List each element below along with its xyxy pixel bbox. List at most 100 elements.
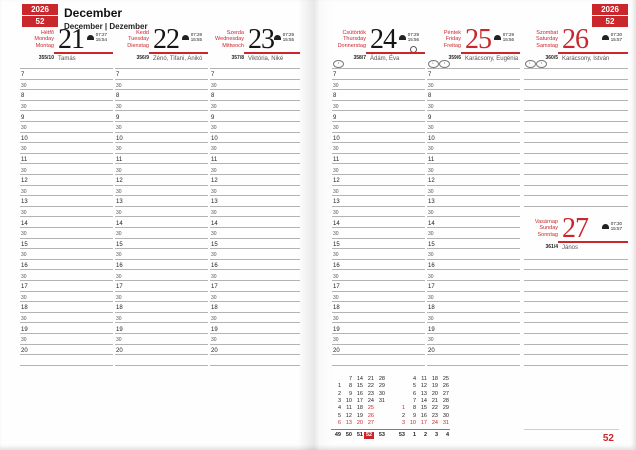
mini-calendar-date: 27 [442, 390, 449, 397]
holiday-moon-icon: ☾ [525, 60, 536, 68]
schedule-line [524, 258, 628, 260]
hour-label: 7 [211, 72, 215, 79]
schedule-line [115, 269, 208, 271]
day-names: Vasárnap Sunday Sonntag [524, 219, 558, 238]
half-hour-label: 30 [428, 167, 434, 174]
schedule-line [427, 99, 520, 101]
hour-label: 13 [21, 199, 28, 206]
half-hour-label: 30 [211, 231, 217, 238]
day-name: Hétfő [40, 30, 54, 36]
hour-label: 19 [211, 326, 218, 333]
schedule-line [524, 311, 628, 313]
schedule-line [332, 184, 425, 186]
day-name: Péntek [443, 30, 461, 36]
schedule-line [115, 131, 208, 133]
day-header: Szerda Wednesday Mittwoch 23 07:29 15:55 357/8… [210, 25, 300, 66]
mini-calendar: 7 14 21 28 1 8 15 22 29 2 9 16 23 30 3 10 17 24 31 4 11 18 25 5… [331, 376, 453, 442]
day-name: Kedd [136, 30, 149, 36]
day-names: Kedd Tuesday Dienstag [115, 30, 149, 49]
header-underline [366, 52, 425, 54]
day-names: Hétfő Monday Montag [20, 30, 54, 49]
schedule-line [524, 89, 628, 91]
hour-label: 17 [428, 284, 435, 291]
hour-label: 20 [21, 347, 28, 354]
schedule-line [115, 364, 208, 366]
schedule-line [210, 121, 300, 122]
hour-label: 7 [428, 72, 432, 79]
sunrise-time: 07:29 [282, 32, 294, 37]
schedule-line [20, 68, 113, 69]
schedule-line [210, 301, 300, 303]
schedule-line [332, 322, 425, 324]
half-hour-label: 30 [428, 103, 434, 110]
sun-times: 07:29 15:56 [398, 32, 419, 42]
schedule-line [427, 216, 520, 218]
mini-calendar-date: 7 [348, 376, 352, 382]
half-hour-label: 30 [21, 125, 27, 132]
day-names: Szerda Wednesday Mittwoch [210, 30, 244, 49]
half-hour-label: 30 [333, 188, 339, 195]
mini-calendar-date: 6 [412, 390, 416, 397]
half-hour-label: 30 [333, 294, 339, 301]
schedule-line [524, 290, 628, 292]
schedule-line [427, 343, 520, 345]
half-hour-label: 30 [428, 294, 434, 301]
mini-calendar-date: 19 [356, 412, 363, 419]
sunrise-sunset-icon [86, 35, 94, 39]
schedule-line [115, 216, 208, 218]
hour-label: 15 [333, 241, 340, 248]
schedule-line [524, 301, 628, 303]
hour-label: 9 [428, 114, 432, 121]
sun-times-values: 07:27 15:54 [96, 32, 107, 42]
mini-calendar-date: 1 [337, 383, 341, 390]
hour-label: 11 [21, 156, 28, 163]
hour-label: 8 [333, 93, 337, 100]
mini-calendar-date: 11 [346, 405, 352, 412]
hour-label: 18 [211, 305, 218, 312]
schedule-line [20, 78, 113, 80]
schedule-line [427, 301, 520, 303]
day-of-year: 358/7 [353, 55, 366, 61]
mini-calendar-date: 31 [378, 397, 385, 404]
half-hour-label: 30 [211, 103, 217, 110]
footer-line [524, 429, 619, 430]
schedule-line [210, 269, 300, 271]
hour-label: 8 [428, 93, 432, 100]
schedule-line [115, 110, 208, 112]
hour-label: 8 [116, 93, 120, 100]
mini-calendar-date: 8 [412, 405, 416, 412]
schedule-line [210, 142, 300, 144]
half-hour-label: 30 [428, 82, 434, 89]
schedule-line [210, 333, 300, 334]
schedule-line [210, 152, 300, 154]
hour-label: 14 [333, 220, 340, 227]
schedule-line [524, 354, 628, 356]
half-hour-label: 30 [21, 188, 27, 195]
day-name: Csütörtök [342, 30, 366, 36]
schedule-line [332, 110, 425, 112]
day-name: Sunday [539, 225, 558, 232]
week-number: 50 [345, 432, 352, 438]
schedule-line [332, 89, 425, 91]
day-names: Csütörtök Thursday Donnerstag [332, 30, 366, 49]
day-column: Kedd Tuesday Dienstag 22 07:28 15:55 356/9 Zénó… [115, 25, 208, 376]
schedule-line [427, 248, 520, 250]
mini-calendar-date: 21 [367, 376, 374, 382]
hour-label: 10 [21, 135, 28, 142]
sunrise-sunset-icon [273, 35, 281, 39]
sun-times-values: 07:30 15:57 [611, 32, 622, 42]
schedule-line [427, 333, 520, 334]
mini-calendar-date: 18 [431, 376, 438, 382]
sunset-time: 15:54 [95, 37, 107, 43]
schedule-line [524, 280, 628, 281]
week-number: 3 [434, 432, 438, 438]
hour-label: 11 [428, 156, 435, 163]
schedule-line [524, 343, 628, 345]
half-hour-label: 30 [428, 252, 434, 259]
schedule-line [427, 311, 520, 313]
schedule-line [115, 78, 208, 80]
hour-label: 19 [428, 326, 435, 333]
day-name: Sonntag [537, 231, 559, 238]
sun-times: 07:28 15:55 [181, 32, 202, 42]
namedays: Ádám, Éva [370, 56, 400, 62]
